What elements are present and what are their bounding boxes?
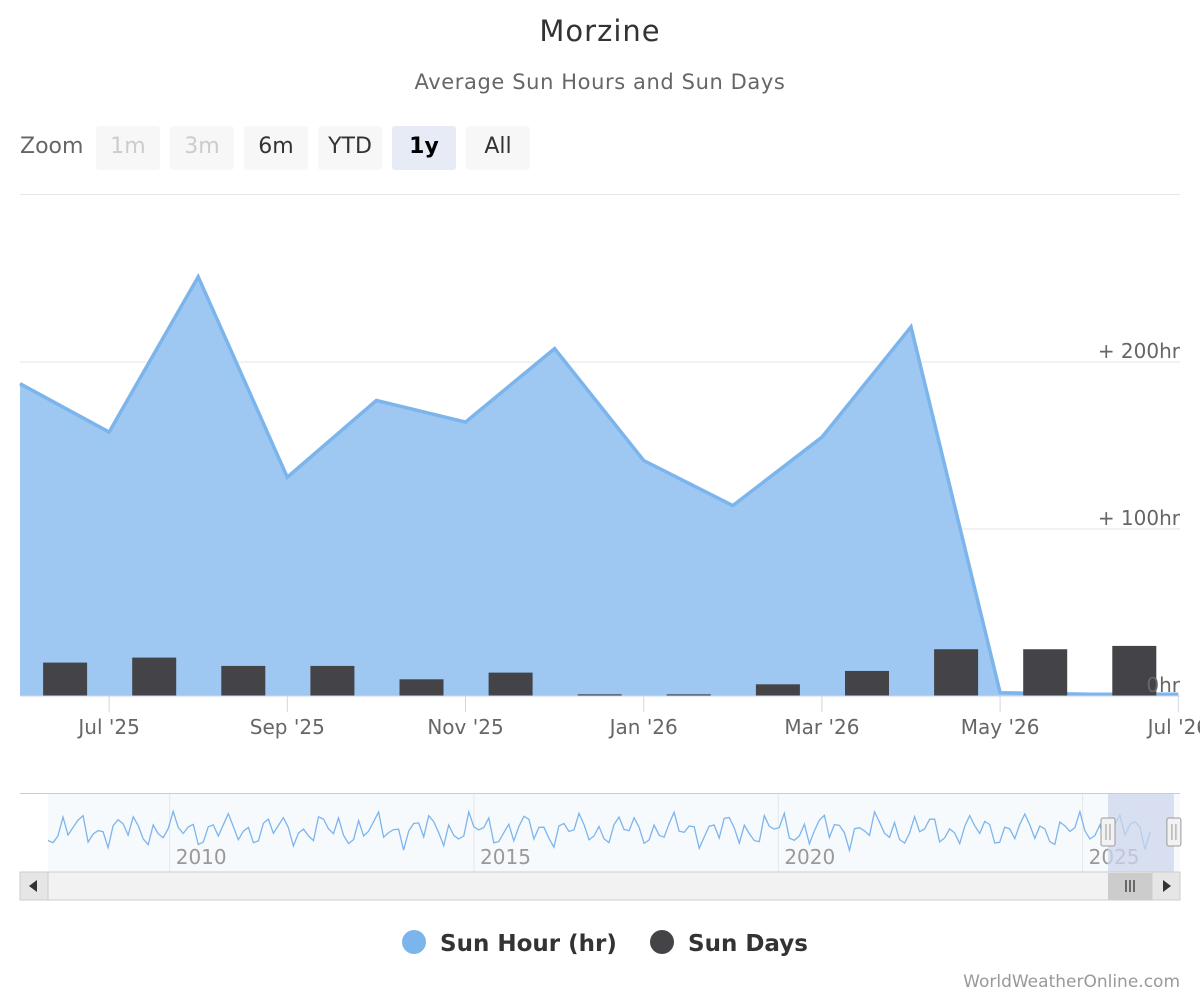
sun-days-bar[interactable] xyxy=(1023,649,1068,696)
scrollbar[interactable] xyxy=(19,871,1181,901)
zoom-1m-button[interactable]: 1m xyxy=(96,126,160,170)
sun-days-bar[interactable] xyxy=(310,665,355,696)
x-tick-label: Jul '25 xyxy=(76,715,139,739)
credits-link[interactable]: WorldWeatherOnline.com xyxy=(963,972,1180,992)
sun-days-bar[interactable] xyxy=(132,657,177,696)
chart-subtitle: Average Sun Hours and Sun Days xyxy=(414,70,786,94)
sun-days-bars xyxy=(43,645,1157,696)
grip-icon xyxy=(1125,880,1135,892)
sun-hour-line xyxy=(19,272,1179,697)
sun-days-bar[interactable] xyxy=(1112,645,1157,696)
zoom-ytd-button[interactable]: YTD xyxy=(318,126,382,170)
y-tick-label: + 100hr xyxy=(1098,506,1181,530)
sun-days-bar[interactable] xyxy=(43,662,88,696)
navigator-handle-left[interactable] xyxy=(1100,817,1116,847)
sun-hour-area xyxy=(20,276,1179,696)
navigator-handle-right[interactable] xyxy=(1166,817,1182,847)
navigator[interactable]: 2010201520202025 xyxy=(20,793,1182,873)
legend-label-sun-days: Sun Days xyxy=(688,931,808,957)
navigator-year-label: 2010 xyxy=(176,845,227,869)
y-tick-label: 0hr xyxy=(1146,673,1180,697)
sun-days-bar[interactable] xyxy=(488,672,533,696)
legend-dot-sun-hour-icon xyxy=(402,930,426,954)
legend-item-sun-hour[interactable]: Sun Hour (hr) xyxy=(402,930,617,957)
legend-dot-sun-days-icon xyxy=(650,930,674,954)
zoom-label: Zoom xyxy=(20,134,84,159)
sun-days-bar[interactable] xyxy=(221,665,266,696)
sun-days-bar[interactable] xyxy=(666,694,711,696)
arrow-left-icon xyxy=(29,880,37,892)
x-tick-label: Mar '26 xyxy=(784,715,859,739)
x-tick-label: Nov '25 xyxy=(427,715,503,739)
navigator-year-label: 2020 xyxy=(784,845,835,869)
zoom-1y-button[interactable]: 1y xyxy=(392,126,456,170)
zoom-all-button[interactable]: All xyxy=(466,126,530,170)
x-tick-label: Jan '26 xyxy=(608,715,678,739)
legend-item-sun-days[interactable]: Sun Days xyxy=(650,930,808,957)
sun-days-bar[interactable] xyxy=(399,679,444,696)
sun-days-bar[interactable] xyxy=(577,694,622,696)
sun-days-bar[interactable] xyxy=(755,684,800,696)
x-tick-label: May '26 xyxy=(961,715,1040,739)
y-tick-label: + 200hr xyxy=(1098,339,1181,363)
navigator-year-label: 2015 xyxy=(480,845,531,869)
scrollbar-track[interactable] xyxy=(19,871,1181,901)
navigator-selection[interactable] xyxy=(1108,794,1174,872)
arrow-right-icon xyxy=(1163,880,1171,892)
x-tick-label: Sep '25 xyxy=(250,715,325,739)
legend-label-sun-hour: Sun Hour (hr) xyxy=(440,931,617,957)
navigator-series-line xyxy=(47,809,1151,853)
sun-days-bar[interactable] xyxy=(934,649,979,696)
sun-days-bar[interactable] xyxy=(845,670,889,696)
y-axis-labels: + 200hr + 100hr 0hr xyxy=(1098,339,1181,697)
chart-title: Morzine xyxy=(539,14,661,48)
zoom-6m-button[interactable]: 6m xyxy=(244,126,308,170)
x-axis-labels: Jul '25 Sep '25 Nov '25 Jan '26 Mar '26 May '… xyxy=(76,696,1200,739)
x-tick-label: Jul '26 xyxy=(1146,715,1200,739)
zoom-3m-button[interactable]: 3m xyxy=(170,126,234,170)
